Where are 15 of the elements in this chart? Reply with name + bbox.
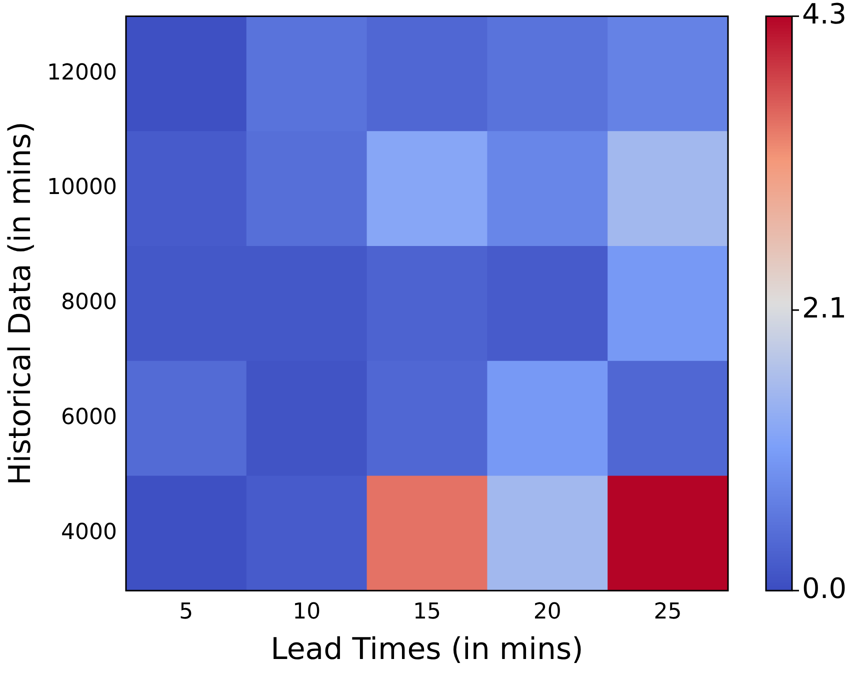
x-tick-label: 5 [179, 600, 194, 625]
y-tick-label: 4000 [60, 520, 117, 545]
y-tick-label: 6000 [60, 405, 117, 430]
x-tick-label: 25 [654, 600, 682, 625]
color-bar-label: 0.0 [802, 572, 847, 605]
x-tick-label: 20 [533, 600, 562, 625]
x-axis-title: Lead Times (in mins) [270, 632, 584, 667]
y-tick-label: 12000 [46, 60, 117, 86]
y-tick-label: 10000 [46, 175, 117, 200]
y-axis-title: Historical Data (in mins) [2, 122, 38, 486]
color-bar-label: 2.1 [802, 291, 847, 324]
y-tick-label: 8000 [60, 290, 117, 316]
color-bar-label: 4.3 [802, 0, 847, 30]
x-tick-label: 10 [292, 600, 321, 625]
x-tick-label: 15 [412, 600, 441, 625]
